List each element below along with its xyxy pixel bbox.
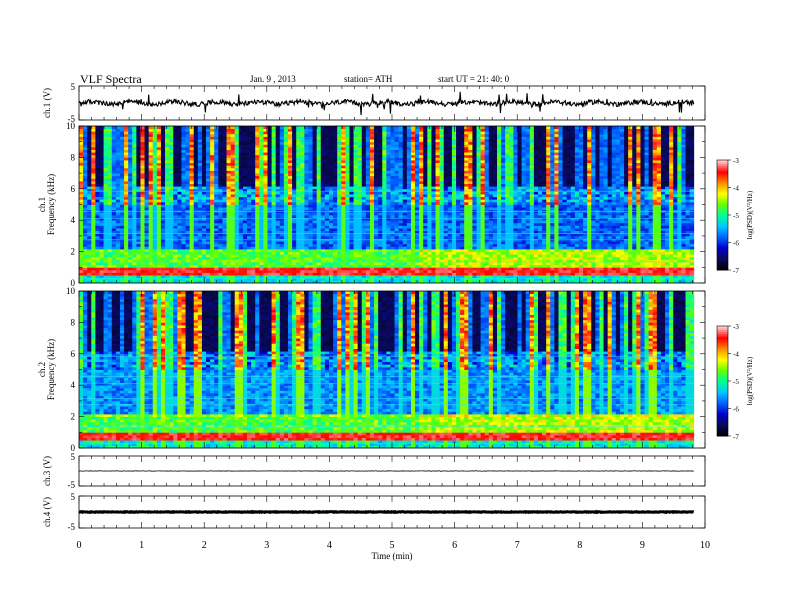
x-tick-label: 3 (264, 540, 269, 551)
x-tick-label: 4 (327, 540, 332, 551)
y-axis-label-ch1spec: ch.1 (37, 197, 47, 212)
y-axis-label-ch3v: ch.3 (V) (42, 456, 52, 486)
figure-title: VLF Spectra (80, 72, 142, 86)
y-tick-label: 2 (71, 412, 76, 422)
y-tick-label: -5 (68, 114, 76, 124)
colorbar-tick-label: -3 (733, 157, 739, 165)
y-axis-label-ch2spec: ch.2 (37, 362, 47, 377)
waveform-ch1v (78, 91, 695, 116)
colorbar-label-ch1spec: log(PSD)(V²/Hz) (746, 190, 754, 239)
y-axis-label-ch1v: ch.1 (V) (42, 88, 52, 118)
y-tick-label: -5 (68, 522, 76, 532)
x-tick-label: 10 (700, 540, 710, 551)
start-time-label: start UT = 21: 40: 0 (438, 74, 510, 84)
y-tick-label: 2 (71, 247, 76, 257)
x-tick-label: 0 (77, 540, 82, 551)
x-tick-label: 6 (452, 540, 457, 551)
x-tick-label: 2 (202, 540, 207, 551)
x-tick-label: 8 (577, 540, 582, 551)
spectrogram-ch1spec (79, 126, 695, 284)
y-tick-label: 0 (71, 278, 76, 288)
y-tick-label: 6 (71, 184, 76, 194)
colorbar-tick-label: -4 (733, 185, 739, 193)
spectrogram-ch2spec (79, 291, 695, 449)
colorbar-tick-label: -6 (733, 240, 739, 248)
x-tick-label: 5 (390, 540, 395, 551)
y-tick-label: 8 (71, 152, 76, 162)
colorbar-tick-label: -5 (733, 378, 739, 386)
colorbar-tick-label: -6 (733, 406, 739, 414)
station-label: station= ATH (344, 74, 393, 84)
colorbar-tick-label: -5 (733, 212, 739, 220)
y-axis-label-ch4v: ch.4 (V) (42, 497, 52, 527)
colorbar-tick-label: -7 (733, 433, 739, 441)
colorbar-tick-label: -3 (733, 323, 739, 331)
y-tick-label: 6 (71, 349, 76, 359)
y-tick-label: 4 (71, 380, 76, 390)
y-tick-label: 4 (71, 215, 76, 225)
y-tick-label: 5 (71, 492, 76, 502)
y-axis-label-ch2spec: Frequency (kHz) (46, 339, 56, 400)
colorbar-tick-label: -4 (733, 351, 739, 359)
x-axis-label: Time (min) (372, 551, 413, 561)
y-tick-label: 10 (66, 286, 76, 296)
y-tick-label: 0 (71, 443, 76, 453)
y-tick-label: 10 (66, 121, 76, 131)
x-tick-label: 1 (139, 540, 144, 551)
waveform-ch4v (78, 509, 695, 515)
y-tick-label: 5 (71, 82, 76, 92)
date-label: Jan. 9 , 2013 (250, 74, 296, 84)
x-tick-label: 9 (640, 540, 645, 551)
y-tick-label: -5 (68, 480, 76, 490)
colorbar-label-ch2spec: log(PSD)(V²/Hz) (746, 356, 754, 405)
y-tick-label: 8 (71, 317, 76, 327)
colorbar-tick-label: -7 (733, 267, 739, 275)
y-axis-label-ch1spec: Frequency (kHz) (46, 174, 56, 235)
x-tick-label: 7 (515, 540, 520, 551)
y-tick-label: 5 (71, 452, 76, 462)
